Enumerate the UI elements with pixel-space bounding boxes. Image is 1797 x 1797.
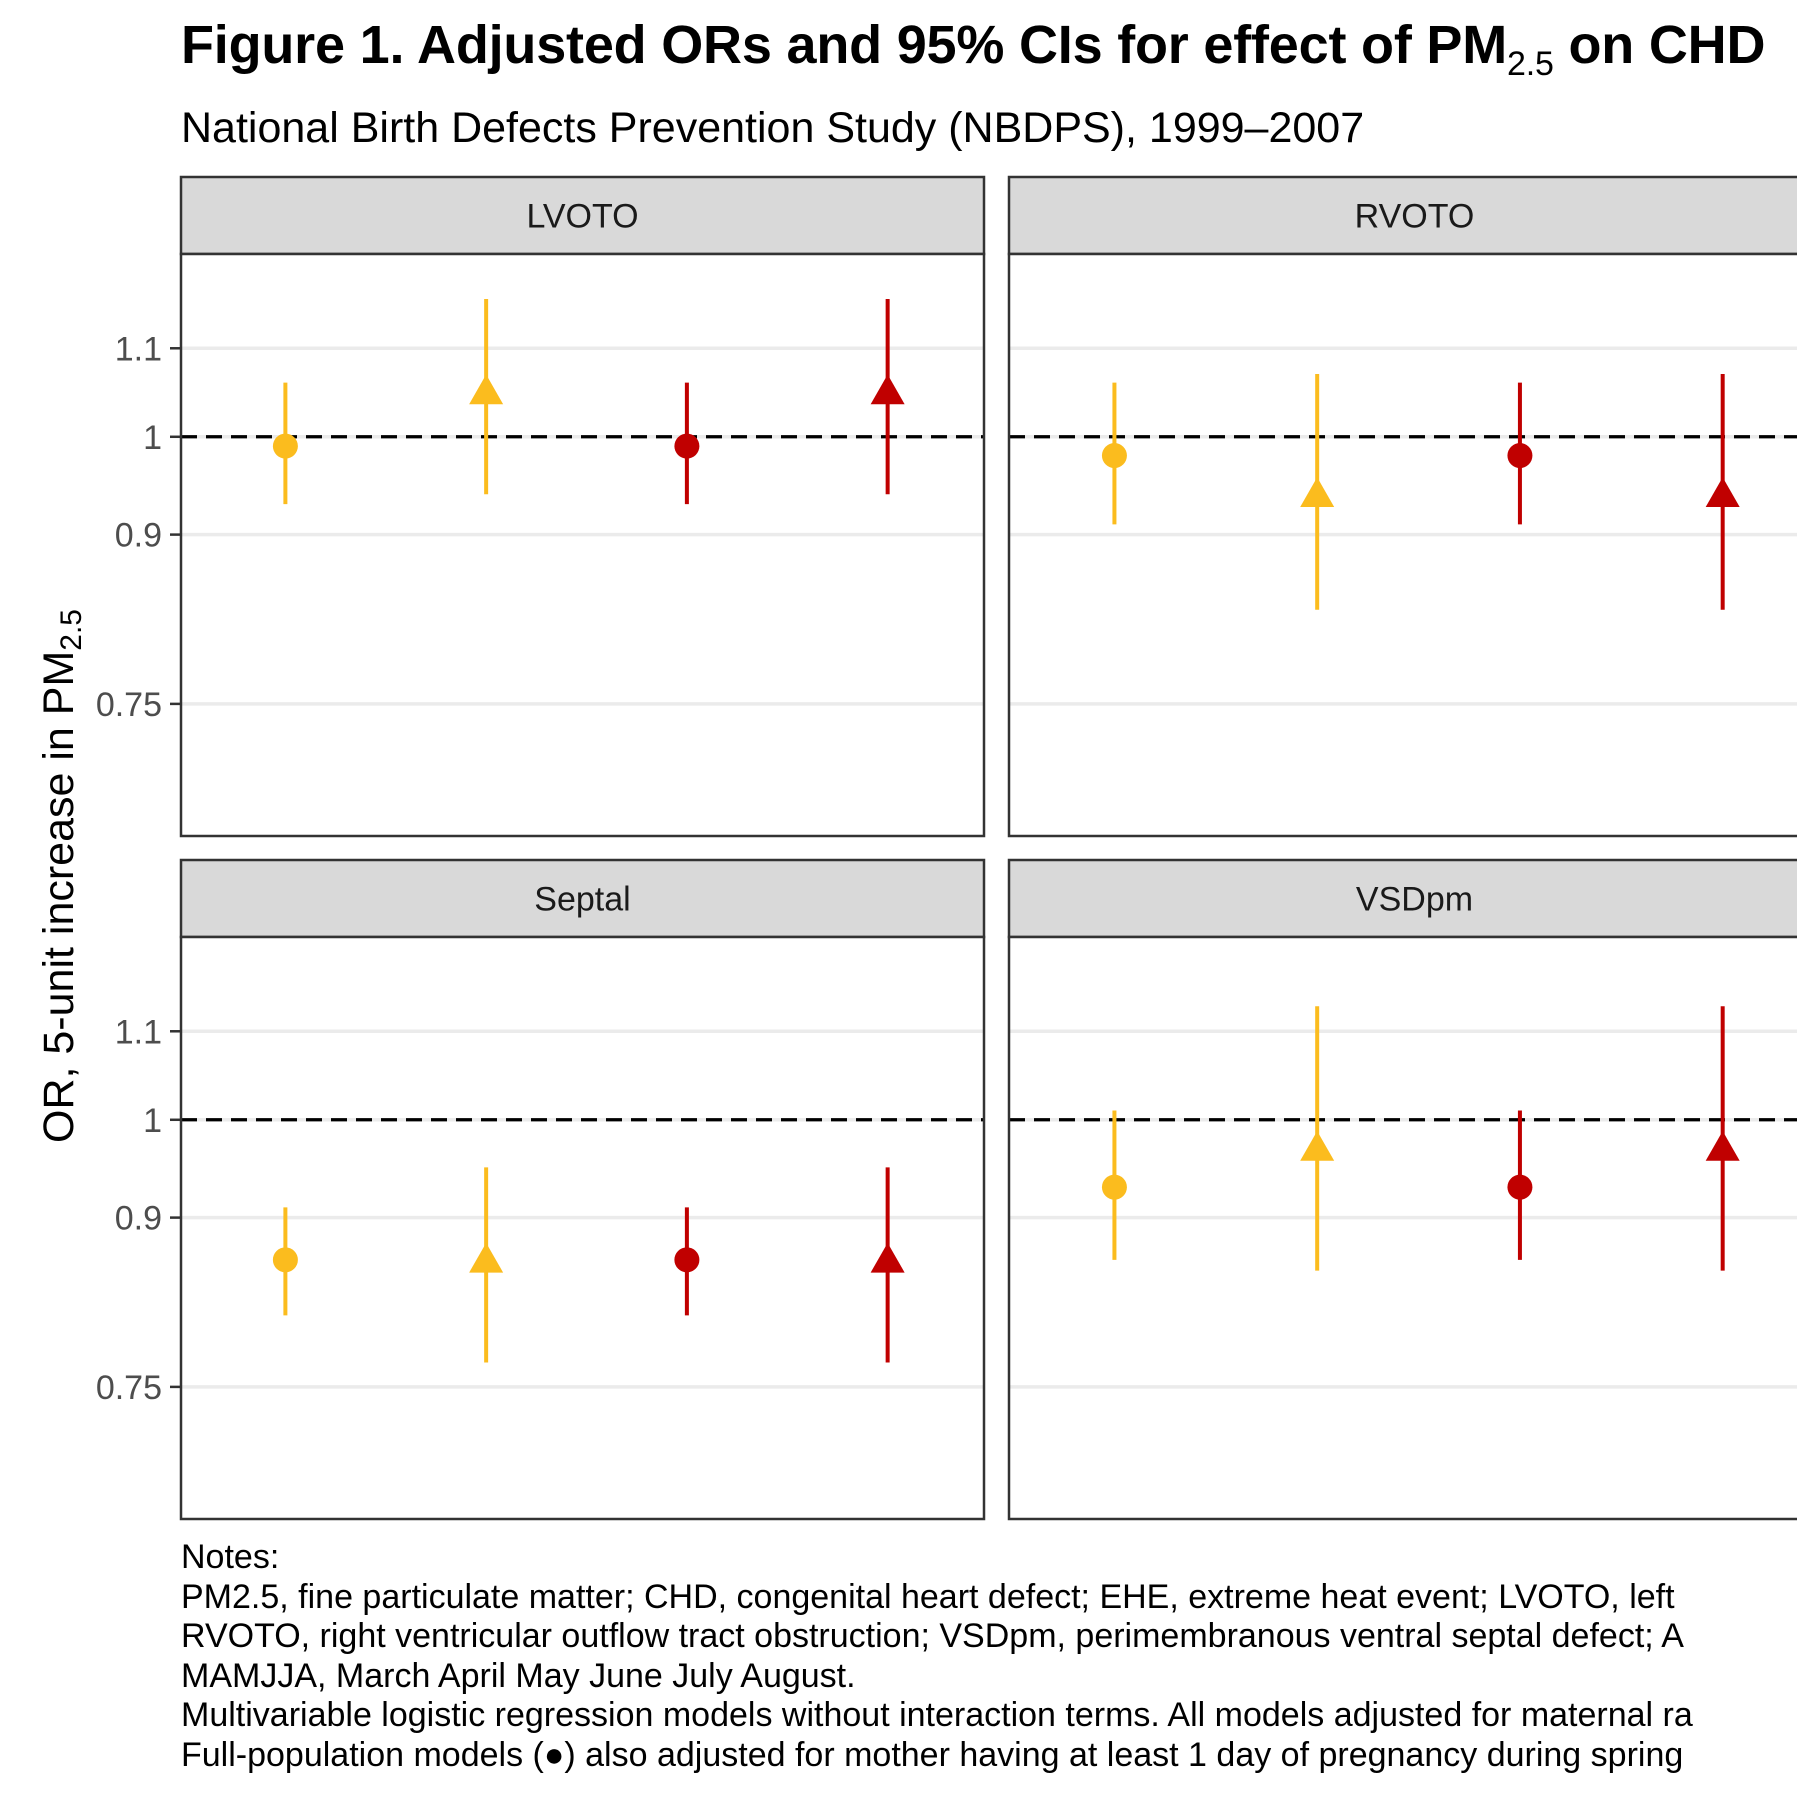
point-estimate-triangle bbox=[469, 374, 504, 405]
point-estimate-triangle bbox=[870, 1242, 905, 1273]
point-estimate-circle bbox=[1507, 443, 1533, 469]
panel-strip-septal bbox=[179, 858, 986, 939]
y-tick-label: 1.1 bbox=[115, 1013, 162, 1051]
y-tick-label: 0.75 bbox=[96, 1369, 162, 1407]
notes-line: Notes: bbox=[181, 1538, 280, 1576]
point-estimate-circle bbox=[1507, 1174, 1533, 1200]
y-tick-label: 1 bbox=[143, 419, 162, 457]
panel-border bbox=[179, 252, 986, 838]
point-estimate-circle bbox=[674, 433, 700, 459]
y-tick-label: 0.9 bbox=[115, 1200, 162, 1238]
panel-background bbox=[181, 254, 984, 836]
chart-title: Figure 1. Adjusted ORs and 95% CIs for e… bbox=[181, 15, 1766, 83]
panel-title-septal: Septal bbox=[534, 881, 630, 919]
y-tick-label: 0.9 bbox=[115, 517, 162, 555]
point-estimate-circle bbox=[272, 433, 298, 459]
panel-border bbox=[1007, 252, 1797, 838]
notes-line: PM2.5, fine particulate matter; CHD, con… bbox=[181, 1577, 1675, 1616]
point-estimate-triangle bbox=[870, 374, 905, 405]
notes-line: MAMJJA, March April May June July August… bbox=[181, 1656, 856, 1695]
notes-line: RVOTO, right ventricular outflow tract o… bbox=[181, 1617, 1684, 1655]
panel-title-vsdpm: VSDpm bbox=[1356, 881, 1473, 919]
panel-border bbox=[179, 935, 986, 1521]
panel-title-lvoto: LVOTO bbox=[526, 198, 638, 236]
panel-background bbox=[181, 937, 984, 1519]
panel-background bbox=[1009, 254, 1797, 836]
point-estimate-circle bbox=[1101, 443, 1127, 469]
panel-border bbox=[1007, 935, 1797, 1521]
point-estimate-triangle bbox=[1705, 477, 1740, 507]
y-tick-label: 0.75 bbox=[96, 686, 162, 724]
point-estimate-triangle bbox=[1705, 1131, 1740, 1161]
y-tick-label: 1.1 bbox=[115, 330, 162, 368]
point-estimate-circle bbox=[272, 1247, 298, 1273]
point-estimate-triangle bbox=[1300, 477, 1335, 507]
notes-line: Full-population models (●) also adjusted… bbox=[181, 1735, 1684, 1774]
panel-title-rvoto: RVOTO bbox=[1355, 198, 1475, 236]
panel-background bbox=[1009, 937, 1797, 1519]
point-estimate-triangle bbox=[469, 1242, 504, 1273]
point-estimate-triangle bbox=[1300, 1131, 1335, 1161]
notes: Notes: PM2.5, fine particulate matter; C… bbox=[181, 1538, 1693, 1775]
chart-subtitle: National Birth Defects Prevention Study … bbox=[181, 104, 1365, 152]
point-estimate-circle bbox=[1101, 1174, 1127, 1200]
notes-line: Multivariable logistic regression models… bbox=[181, 1696, 1693, 1734]
y-tick-label: 1 bbox=[143, 1102, 162, 1140]
panel-strip-lvoto bbox=[179, 175, 986, 256]
point-estimate-circle bbox=[674, 1247, 700, 1273]
panel-strip-rvoto bbox=[1007, 175, 1797, 256]
